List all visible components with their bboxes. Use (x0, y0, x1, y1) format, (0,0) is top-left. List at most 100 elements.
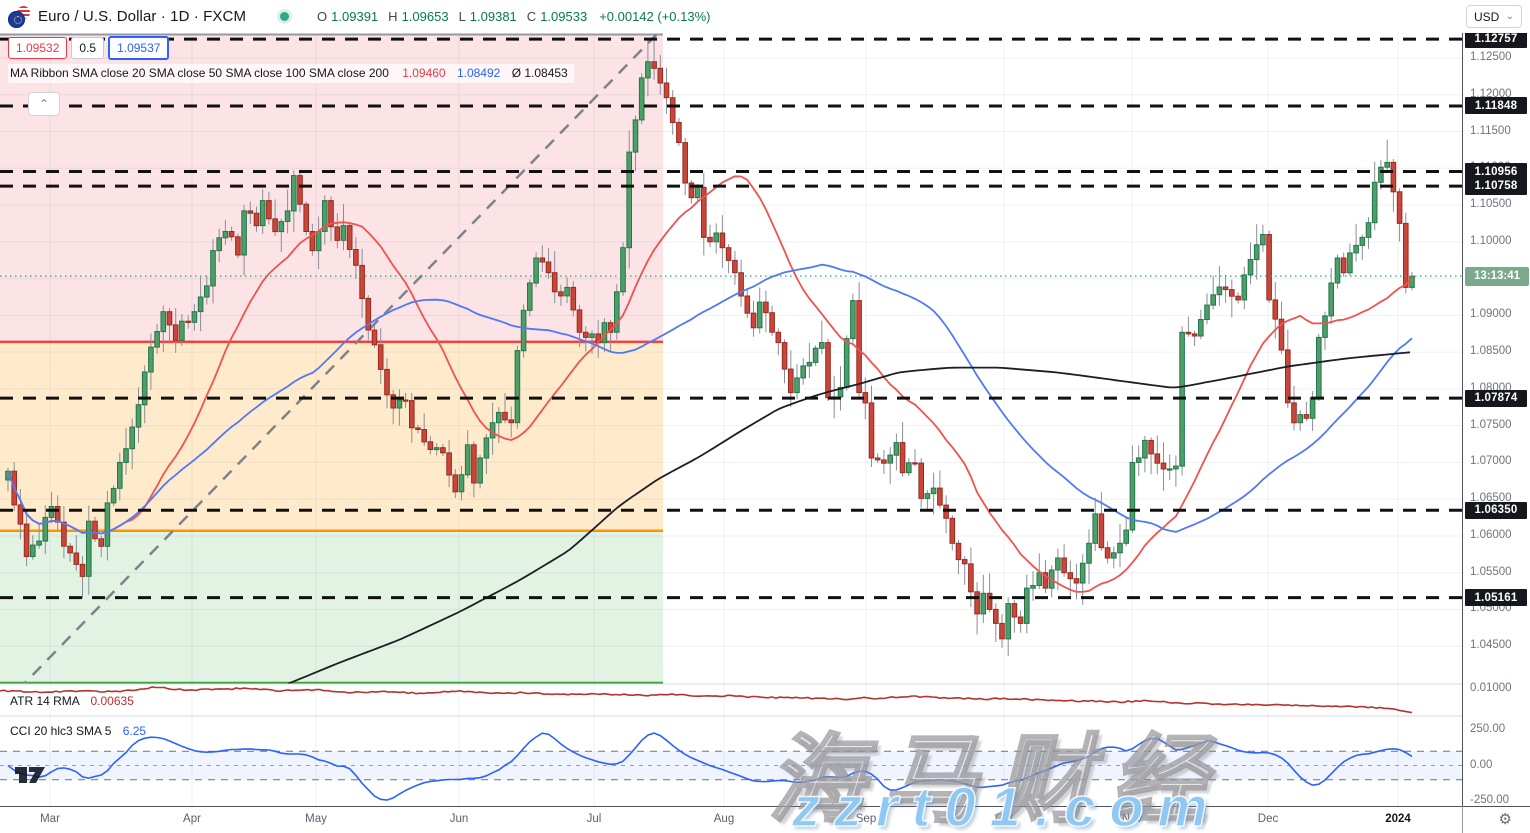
candle-down (1154, 453, 1161, 464)
ohlc-readout: O 1.09391 H 1.09653 L 1.09381 C 1.09533 … (317, 9, 710, 24)
candle-up (1378, 166, 1384, 183)
candle-up (1123, 529, 1130, 544)
cci-axis-label: 0.00 (1470, 758, 1493, 771)
time-axis-month-label[interactable]: Jun (449, 813, 469, 825)
candle-down (974, 591, 980, 615)
candle-down (92, 520, 98, 540)
ma-ribbon-legend[interactable]: MA Ribbon SMA close 20 SMA close 50 SMA … (8, 64, 574, 83)
time-axis-month-label[interactable]: Sep (855, 813, 877, 825)
candle-down (1104, 547, 1111, 559)
candle-down (986, 592, 993, 610)
atr-indicator-legend[interactable]: ATR 14 RMA 0.00635 (10, 694, 134, 708)
symbol-header: Euro / U.S. Dollar · 1D · FXCM O 1.09391… (0, 0, 1530, 33)
candle-down (961, 559, 968, 565)
candle-up (632, 119, 639, 153)
time-axis-month-label[interactable]: Apr (183, 813, 201, 825)
candle-up (756, 301, 763, 329)
candle-down (899, 442, 906, 474)
sma-50-line[interactable] (7, 263, 1413, 535)
time-axis-month-label[interactable]: Jul (586, 813, 602, 825)
fib-level-label[interactable]: 0.5 (71, 37, 105, 59)
time-axis-month-label[interactable]: Mar (40, 813, 60, 825)
atr-label: ATR 14 RMA (10, 694, 80, 708)
candle-up (48, 506, 55, 518)
candle-up (906, 462, 912, 474)
currency-unit-dropdown[interactable]: USD ⌄ (1466, 5, 1522, 28)
candle-down (402, 399, 409, 402)
candle-down (539, 257, 546, 263)
candle-up (1316, 336, 1322, 399)
time-axis[interactable]: ⚙ Mar Apr May Jun Jul Aug Sep Oct Nov Dec 2024 (0, 806, 1530, 833)
trendline[interactable] (18, 33, 659, 690)
candle-down (775, 331, 782, 344)
candle-up (148, 346, 154, 373)
price-tick-label: 1.10000 (1470, 234, 1512, 247)
candle-down (303, 203, 309, 232)
candle-down (166, 311, 173, 326)
currency-unit-label: USD (1474, 9, 1500, 24)
candle-up (110, 487, 117, 504)
countdown-price-label: 13:13:41 (1465, 266, 1529, 286)
time-axis-month-label[interactable]: May (305, 813, 327, 825)
candle-up (893, 442, 900, 456)
candle-down (682, 142, 689, 184)
candle-down (1222, 286, 1229, 291)
candle-down (1067, 572, 1074, 580)
candle-down (54, 506, 61, 523)
candle-down (266, 200, 272, 220)
candle-down (427, 441, 434, 450)
candle-up (222, 231, 229, 239)
symbol-title[interactable]: Euro / U.S. Dollar · 1D · FXCM (38, 8, 247, 25)
upper-price-label[interactable]: 1.09532 (8, 37, 68, 59)
candle-up (1036, 572, 1043, 587)
candle-down (1291, 402, 1297, 424)
candle-down (744, 295, 751, 314)
candle-up (1135, 457, 1142, 463)
candle-up (713, 232, 720, 243)
candlestick-series[interactable] (5, 39, 1415, 656)
candle-down (1148, 439, 1154, 455)
candle-down (725, 247, 732, 261)
cci-line[interactable] (7, 732, 1413, 801)
candle-up (179, 320, 185, 341)
candle-up (216, 237, 222, 252)
key-level-price-label: 1.11848 (1465, 97, 1527, 115)
ma-ribbon-title: MA Ribbon SMA close 20 SMA close 50 SMA … (10, 66, 389, 80)
key-level-price-label: 1.05161 (1465, 589, 1527, 607)
price-tick-label: 1.06500 (1470, 492, 1512, 505)
tradingview-logo[interactable] (14, 764, 48, 791)
candle-down (856, 300, 862, 394)
change-value: +0.00142 (+0.13%) (599, 9, 711, 24)
gear-icon[interactable]: ⚙ (1498, 811, 1512, 828)
candle-down (1396, 191, 1403, 224)
time-axis-month-label[interactable]: Oct (995, 813, 1013, 825)
cci-indicator-legend[interactable]: CCI 20 hlc3 SMA 5 6.25 (10, 724, 146, 738)
time-axis-month-label[interactable]: Aug (713, 813, 735, 825)
candle-up (1384, 161, 1391, 168)
candle-up (1371, 181, 1378, 224)
candle-up (1247, 259, 1254, 276)
sma-200-line[interactable] (287, 351, 1411, 684)
collapse-legend-button[interactable]: ⌃ (28, 92, 60, 116)
sma-20-line[interactable] (7, 175, 1413, 593)
candle-down (359, 264, 365, 299)
candle-down (1185, 331, 1192, 335)
time-axis-year-label[interactable]: 2024 (1385, 813, 1411, 825)
candle-down (1073, 578, 1080, 584)
candle-down (253, 212, 260, 227)
candle-down (1390, 161, 1397, 193)
time-axis-month-label[interactable]: Dec (1257, 813, 1279, 825)
candle-down (377, 344, 384, 370)
candle-up (1253, 244, 1260, 261)
candle-up (1347, 252, 1353, 274)
price-axis[interactable]: 1.125001.120001.115001.110001.105001.100… (1462, 33, 1530, 806)
candle-up (887, 454, 894, 464)
lower-price-label[interactable]: 1.09537 (108, 36, 170, 60)
candle-down (1017, 616, 1024, 624)
atr-line[interactable] (0, 686, 1413, 714)
candle-up (483, 437, 490, 459)
chart-canvas[interactable] (0, 33, 1462, 806)
time-axis-month-label[interactable]: Nov (1121, 813, 1143, 825)
candle-up (794, 377, 800, 394)
